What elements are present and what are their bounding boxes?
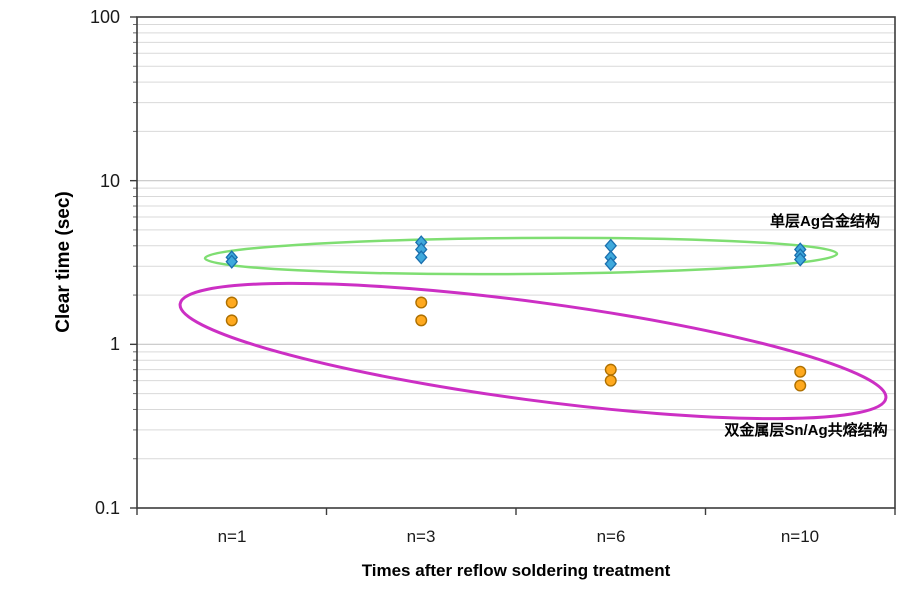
data-point-circle (604, 363, 617, 376)
data-point-circle (794, 379, 807, 392)
data-point-circle (225, 296, 238, 309)
x-axis-title: Times after reflow soldering treatment (361, 561, 671, 580)
data-point-diamond (414, 250, 428, 265)
x-tick-label-n6: n=6 (596, 527, 626, 546)
y-tick-label-1: 1 (109, 334, 120, 354)
data-point-diamond (604, 256, 618, 272)
x-tick-label-n3: n=3 (406, 527, 436, 546)
data-point-circle (225, 314, 238, 327)
data-point-circle (415, 314, 428, 327)
x-tick-label-n10: n=10 (780, 527, 820, 546)
data-point-diamond (225, 254, 239, 269)
data-point-circle (604, 374, 617, 387)
annotation-snag-eutectic: 双金属层Sn/Ag共熔结构 (724, 422, 888, 439)
x-tick-label-n1: n=1 (217, 527, 247, 546)
annotation-ag-alloy: 单层Ag合金结构 (770, 213, 880, 230)
y-axis-title: Clear time (sec) (53, 191, 74, 333)
data-point-circle (415, 296, 428, 309)
data-point-diamond (604, 238, 618, 253)
y-tick-label-0_1: 0.1 (94, 498, 120, 518)
group-ellipse (203, 236, 839, 276)
y-tick-label-100: 100 (89, 7, 120, 27)
data-point-circle (794, 365, 807, 378)
group-ellipse (178, 281, 888, 421)
data-point-diamond (793, 252, 807, 267)
y-tick-label-10: 10 (99, 171, 120, 191)
